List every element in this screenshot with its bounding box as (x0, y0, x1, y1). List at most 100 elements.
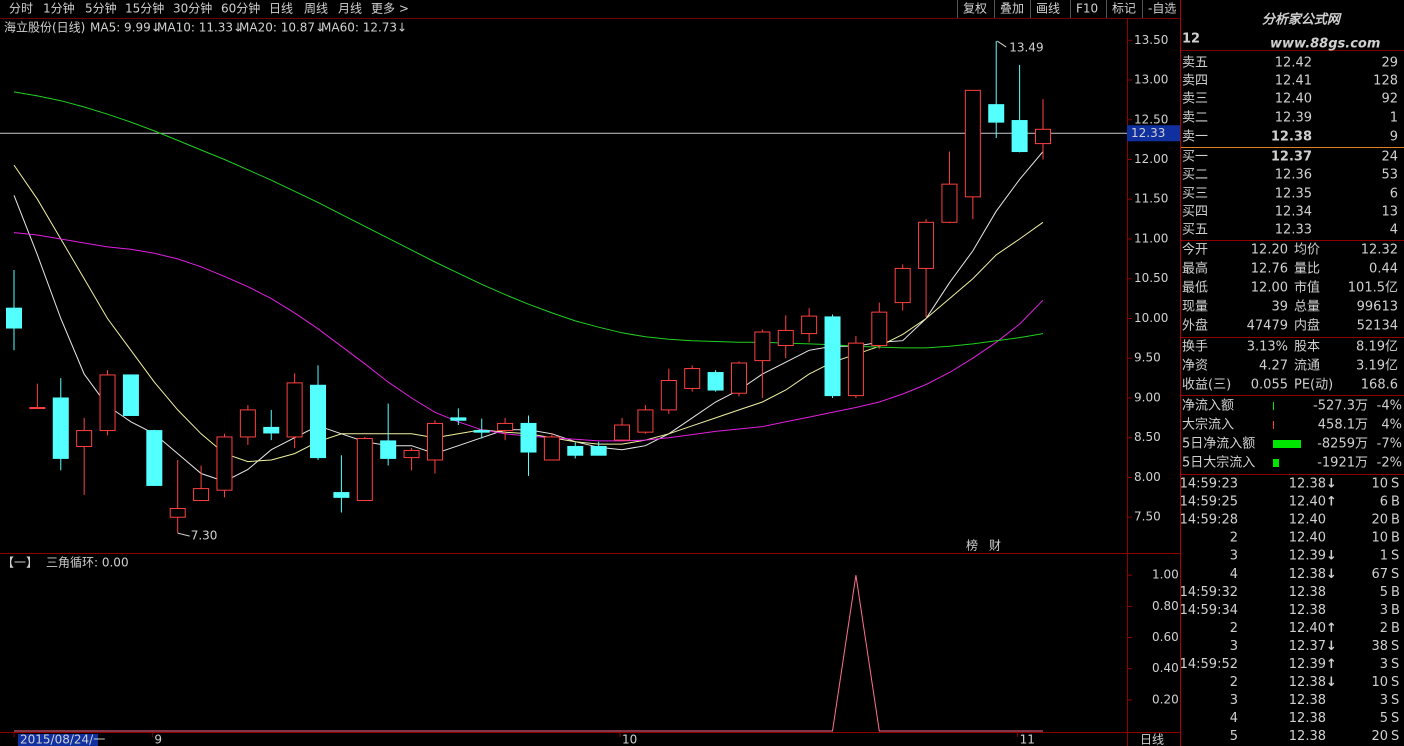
tick-volume: 20 (1371, 513, 1388, 528)
toolbar-tab[interactable]: 周线 (304, 2, 328, 16)
stat-label: 外盘 (1182, 318, 1208, 334)
tick-volume: 20 (1371, 729, 1388, 744)
flow-pct: -2% (1377, 456, 1402, 471)
tick-price: 12.38 (1289, 567, 1326, 582)
toolbar-button[interactable]: -自选 (1148, 2, 1176, 16)
candle-body (801, 315, 818, 335)
tick-arrow: ↓ (1326, 477, 1337, 492)
watermark-url: www.88gs.com (1270, 37, 1380, 52)
flow-value: -8259万 (1317, 437, 1368, 452)
tick-price: 12.38 (1289, 585, 1326, 600)
toolbar-tab[interactable]: 15分钟 (125, 1, 164, 16)
candle-body (707, 372, 724, 391)
fund-label: PE(动) (1294, 378, 1333, 393)
book-label: 买三 (1182, 187, 1208, 202)
candle-body (52, 397, 69, 459)
book-price: 12.35 (1275, 187, 1312, 202)
candle-body (263, 426, 280, 434)
toolbar-tab[interactable]: 1分钟 (43, 1, 75, 16)
y-tick-label: 0.80 (1152, 599, 1179, 613)
toolbar-tab[interactable]: 60分钟 (221, 1, 260, 16)
tick-time: 14:59:34 (1180, 603, 1238, 618)
candle-body (450, 417, 467, 421)
stat-value: 0.44 (1369, 262, 1398, 277)
tick-price: 12.38 (1289, 729, 1326, 744)
book-price: 12.40 (1275, 92, 1312, 107)
tick-price: 12.39 (1289, 549, 1326, 564)
candle-body (567, 445, 584, 456)
toolbar-button[interactable]: 复权 (963, 2, 987, 16)
y-tick-label: 7.50 (1134, 510, 1161, 524)
toolbar-tab[interactable]: 分时 (9, 2, 33, 16)
toolbar-button[interactable]: F10 (1076, 2, 1098, 16)
book-label: 卖三 (1182, 92, 1208, 107)
x-tick-label: 11 (1020, 733, 1035, 746)
fund-label: 收益(三) (1182, 378, 1231, 393)
book-volume: 29 (1381, 56, 1398, 71)
candle-body (99, 374, 116, 432)
tick-volume: 67 (1371, 567, 1388, 582)
y-tick-label: 8.50 (1134, 430, 1161, 444)
badge[interactable]: 榜 (966, 538, 978, 553)
fund-label: 流通 (1294, 359, 1320, 374)
tick-arrow: ↓ (1326, 639, 1337, 654)
book-volume: 53 (1381, 168, 1398, 183)
toolbar-tab[interactable]: 更多 > (371, 2, 409, 16)
stat-value: 12.20 (1251, 243, 1288, 258)
toolbar-tab[interactable]: 30分钟 (173, 1, 212, 16)
book-price: 12.37 (1271, 150, 1312, 165)
tick-time: 14:59:25 (1180, 495, 1238, 510)
stat-label: 今开 (1182, 242, 1208, 258)
fund-value: 8.19亿 (1356, 340, 1398, 355)
toolbar-tab[interactable]: 5分钟 (85, 1, 117, 16)
toolbar-tab[interactable]: 日线 (269, 2, 293, 16)
candle-body (543, 436, 560, 461)
tick-volume: 10 (1371, 675, 1388, 690)
tick-arrow: ↑ (1326, 657, 1337, 672)
badge[interactable]: 财 (989, 539, 1001, 553)
book-label: 卖二 (1182, 111, 1208, 126)
fund-label: 换手 (1182, 340, 1208, 355)
tick-volume: 3 (1380, 603, 1388, 618)
stat-label: 均价 (1294, 243, 1320, 258)
book-label: 买二 (1182, 168, 1208, 183)
book-volume: 128 (1373, 74, 1398, 89)
stat-value: 12.76 (1251, 262, 1288, 277)
candle-body (918, 221, 935, 269)
candle-body (754, 331, 771, 362)
candle-body (590, 445, 607, 456)
x-tick-label: 2015/08/24/一 (20, 733, 105, 746)
stat-value: 39 (1271, 300, 1288, 315)
stat-label: 总量 (1294, 300, 1320, 315)
y-tick-label: 1.00 (1152, 568, 1179, 582)
axis-mode-label: 日线 (1140, 733, 1164, 746)
tick-arrow: ↓ (1326, 675, 1337, 690)
watermark: 分析家公式网 (1262, 12, 1342, 28)
tick-price: 12.38 (1289, 675, 1326, 690)
low-pointer (177, 532, 190, 537)
flow-pct: -4% (1377, 399, 1402, 414)
tick-price: 12.38 (1289, 693, 1326, 708)
book-price: 12.38 (1271, 130, 1312, 145)
fund-value: 3.13% (1247, 340, 1288, 355)
price-line-box (1127, 125, 1180, 142)
candle-body (684, 368, 701, 389)
x-tick-label: 9 (154, 733, 162, 746)
toolbar-button[interactable]: 画线 (1036, 2, 1060, 16)
tick-side: B (1391, 513, 1400, 528)
book-volume: 6 (1390, 187, 1398, 202)
flow-pct: 4% (1381, 418, 1402, 433)
tick-time: 14:59:32 (1180, 585, 1238, 600)
toolbar-button[interactable]: 叠加 (1000, 2, 1024, 16)
y-tick-label: 12.50 (1134, 112, 1168, 126)
y-tick-label: 0.60 (1152, 630, 1179, 644)
y-tick-label: 13.00 (1134, 73, 1168, 87)
toolbar-tab[interactable]: 月线 (338, 2, 362, 16)
stat-value: 99613 (1357, 300, 1398, 315)
toolbar-button[interactable]: 标记 (1112, 2, 1136, 16)
tick-side: S (1391, 567, 1399, 582)
fund-value: 0.055 (1251, 378, 1288, 393)
